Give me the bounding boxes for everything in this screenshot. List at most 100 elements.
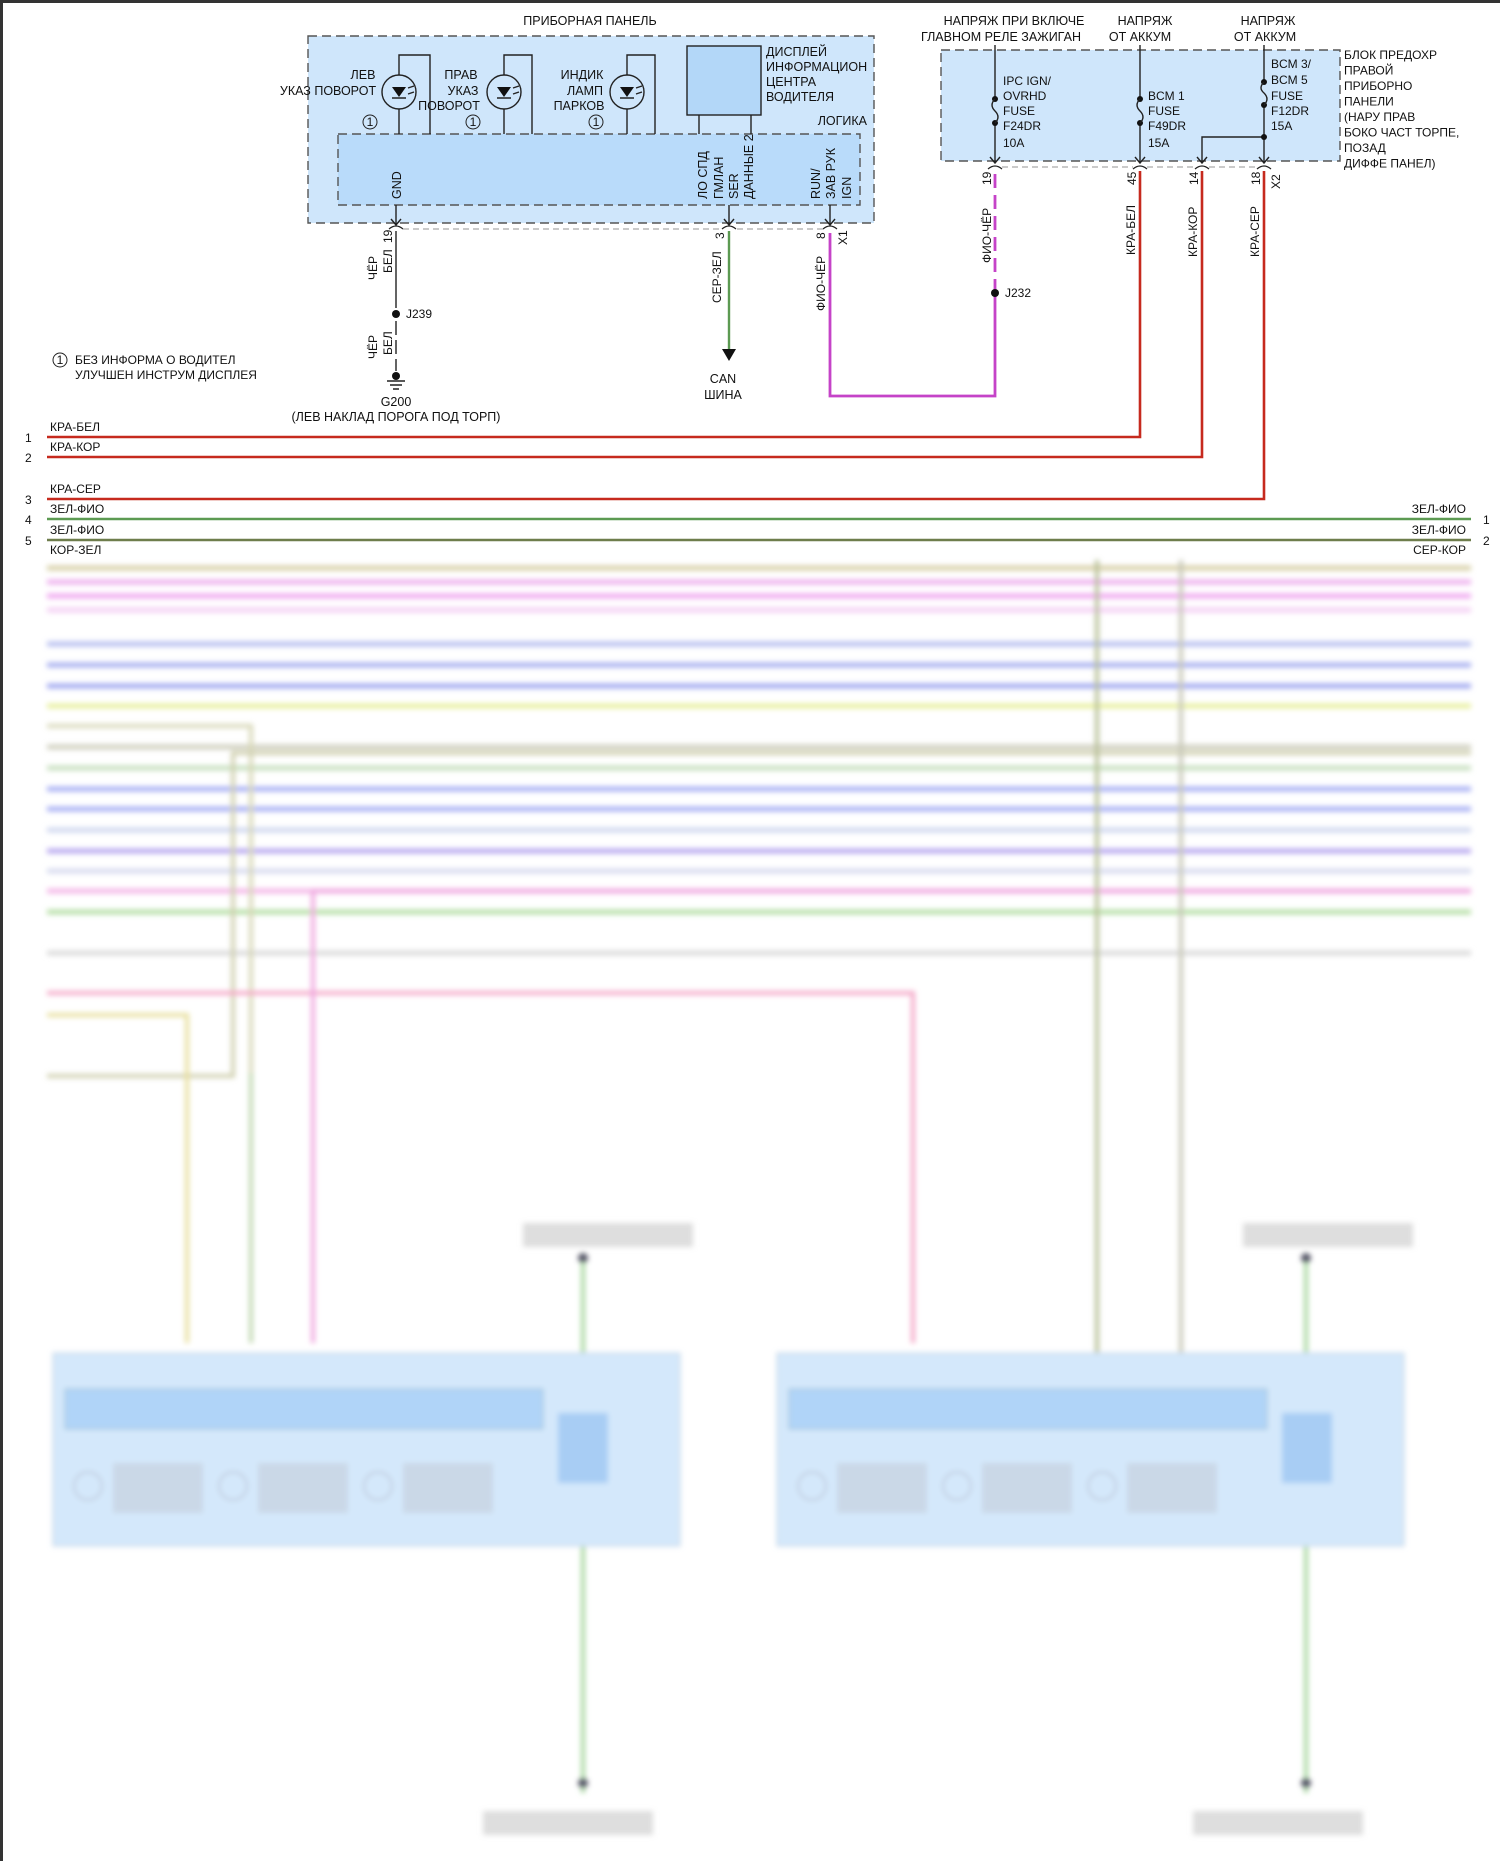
left-turn-label: УКАЗ ПОВОРОТ [280, 84, 377, 98]
splice-label: J232 [1005, 286, 1031, 300]
wire-color-label: БЕЛ [381, 249, 395, 273]
display-label: ЦЕНТРА [766, 75, 817, 89]
fuse-label: FUSE [1271, 89, 1303, 103]
blurred-module-part [1282, 1413, 1332, 1483]
blurred-lamp-icon [73, 1471, 103, 1501]
bus-number: 3 [25, 493, 32, 507]
run-ign-label: IGN [840, 177, 854, 199]
fuse-label: OVRHD [1003, 89, 1047, 103]
ground-location: (ЛЕВ НАКЛАД ПОРОГА ПОД ТОРП) [292, 410, 501, 424]
ground-icon [387, 372, 405, 390]
park-lamp-label: ИНДИК [561, 68, 604, 82]
fuse-label: F12DR [1271, 104, 1309, 118]
blurred-module-part [558, 1413, 608, 1483]
fuse-label: F49DR [1148, 119, 1186, 133]
fuse-label: FUSE [1148, 104, 1180, 118]
right-turn-label: ПОВОРОТ [418, 99, 480, 113]
supply-header: ОТ АККУМ [1109, 30, 1171, 44]
display-label: ВОДИТЕЛЯ [766, 90, 834, 104]
bus-wire-label: КРА-КОР [50, 440, 100, 454]
splice-j239 [392, 310, 400, 318]
svg-text:УЛУЧШЕН ИНСТРУМ ДИСПЛЕЯ: УЛУЧШЕН ИНСТРУМ ДИСПЛЕЯ [75, 368, 257, 382]
left-turn-lamp-icon [381, 54, 431, 134]
bus-labels: 1 КРА-БЕЛ 2 КРА-КОР 3 КРА-СЕР 4 ЗЕЛ-ФИО 5 ЗЕЛ-ФИО… [25, 420, 1490, 557]
blurred-ground-icon [1301, 1253, 1311, 1263]
battery-feeds: КРА-БЕЛ КРА-КОР КРА-СЕР [47, 171, 1471, 542]
gnd-pin-label: GND [390, 171, 404, 199]
fuse-block-name-line: (НАРУ ПРАВ [1344, 110, 1415, 124]
connector-label: X2 [1269, 174, 1283, 189]
fuse-label: F24DR [1003, 119, 1041, 133]
gmlan-label: ДАННЫЕ 2 [742, 134, 756, 199]
svg-text:1: 1 [367, 115, 374, 129]
pin-number: 19 [980, 171, 994, 185]
blurred-module-bar [64, 1388, 544, 1430]
ground-circuit: J239 ЧЁР БЕЛ ЧЁР БЕЛ G200 (ЛЕВ НАКЛАД ПО… [292, 231, 501, 424]
svg-text:1: 1 [593, 115, 600, 129]
bus-number: 5 [25, 534, 32, 548]
blurred-lamp-icon [218, 1471, 248, 1501]
blurred-lamp-icon [363, 1471, 393, 1501]
blurred-label [258, 1463, 348, 1513]
ground-label: G200 [381, 395, 412, 409]
supply-header: НАПРЯЖ [1241, 14, 1296, 28]
fuse-block-name-line: ПОЗАД [1344, 141, 1386, 155]
fuse-block-name-line: ПРИБОРНО [1344, 79, 1412, 93]
fuse-block-name-line: ПАНЕЛИ [1344, 95, 1394, 109]
fuse-label: 15A [1148, 136, 1169, 150]
pin-number: 19 [381, 229, 395, 243]
wire-color-label: ЧЁР [366, 335, 380, 359]
footnote: 1 БЕЗ ИНФОРМА О ВОДИТЕЛ УЛУЧШЕН ИНСТРУМ … [52, 352, 257, 382]
blurred-lamp-icon [797, 1471, 827, 1501]
gmlan-label: SER [727, 173, 741, 199]
driver-info-display-icon [686, 45, 762, 116]
bus-number: 2 [1483, 534, 1490, 548]
right-turn-lamp-icon [486, 54, 533, 134]
supply-header: ГЛАВНОМ РЕЛЕ ЗАЖИГАН [921, 30, 1081, 44]
bus-wire-label: КРА-БЕЛ [50, 420, 100, 434]
blurred-lower-diagram [47, 560, 1471, 1835]
note-marker: 1 [362, 114, 378, 130]
park-lamp-icon [609, 54, 656, 134]
can-circuit: СЕР-ЗЕЛ CAN ШИНА [704, 231, 743, 402]
wire-color-label: ФИО-ЧЁР [814, 256, 828, 311]
blurred-label [113, 1463, 203, 1513]
svg-text:1: 1 [470, 115, 477, 129]
bus-wire-label: ЗЕЛ-ФИО [1412, 523, 1466, 537]
pin-number: 45 [1125, 171, 1139, 185]
connector-label: X1 [836, 230, 850, 245]
splice-label: J239 [406, 307, 432, 321]
blurred-lamp-icon [1087, 1471, 1117, 1501]
blurred-label [982, 1463, 1072, 1513]
blurred-label [403, 1463, 493, 1513]
blurred-wire [47, 1013, 189, 1343]
blurred-ground-icon [578, 1778, 588, 1788]
bus-wire-label: ЗЕЛ-ФИО [1412, 502, 1466, 516]
blurred-lamp-icon [942, 1471, 972, 1501]
gmlan-label: ГМЛАН [712, 157, 726, 199]
park-lamp-label: ЛАМП [567, 84, 603, 98]
fuse-label: FUSE [1003, 104, 1035, 118]
can-bus-label: CAN [710, 372, 736, 386]
logic-box [337, 133, 861, 206]
arrow-down-icon [722, 349, 736, 361]
fuse-block-name-line: ПРАВОЙ [1344, 63, 1393, 78]
run-ign-label: RUN/ [809, 168, 823, 199]
fuse-block-name-line: БОКО ЧАСТ ТОРПЕ, [1344, 126, 1459, 140]
fuse-icon [1136, 96, 1144, 126]
right-turn-label: ПРАВ [444, 68, 477, 82]
fuse-label: IPC IGN/ [1003, 74, 1052, 88]
park-lamp-label: ПАРКОВ [554, 99, 605, 113]
run-ign-label: ЗАВ РУК [824, 147, 838, 199]
fuse-label: BCM 3/ [1271, 57, 1312, 71]
fuse-label: 10A [1003, 136, 1024, 150]
instrument-panel: ПРИБОРНАЯ ПАНЕЛЬ ЛЕВ УКАЗ ПОВОРОТ ПРАВ У… [280, 14, 875, 245]
blurred-wire [47, 724, 253, 1073]
can-bus-label: ШИНА [704, 388, 742, 402]
fuse-label: 15A [1271, 119, 1292, 133]
fuse-label: BCM 1 [1148, 89, 1185, 103]
blurred-wire [47, 751, 1471, 1078]
blurred-label [523, 1223, 693, 1247]
